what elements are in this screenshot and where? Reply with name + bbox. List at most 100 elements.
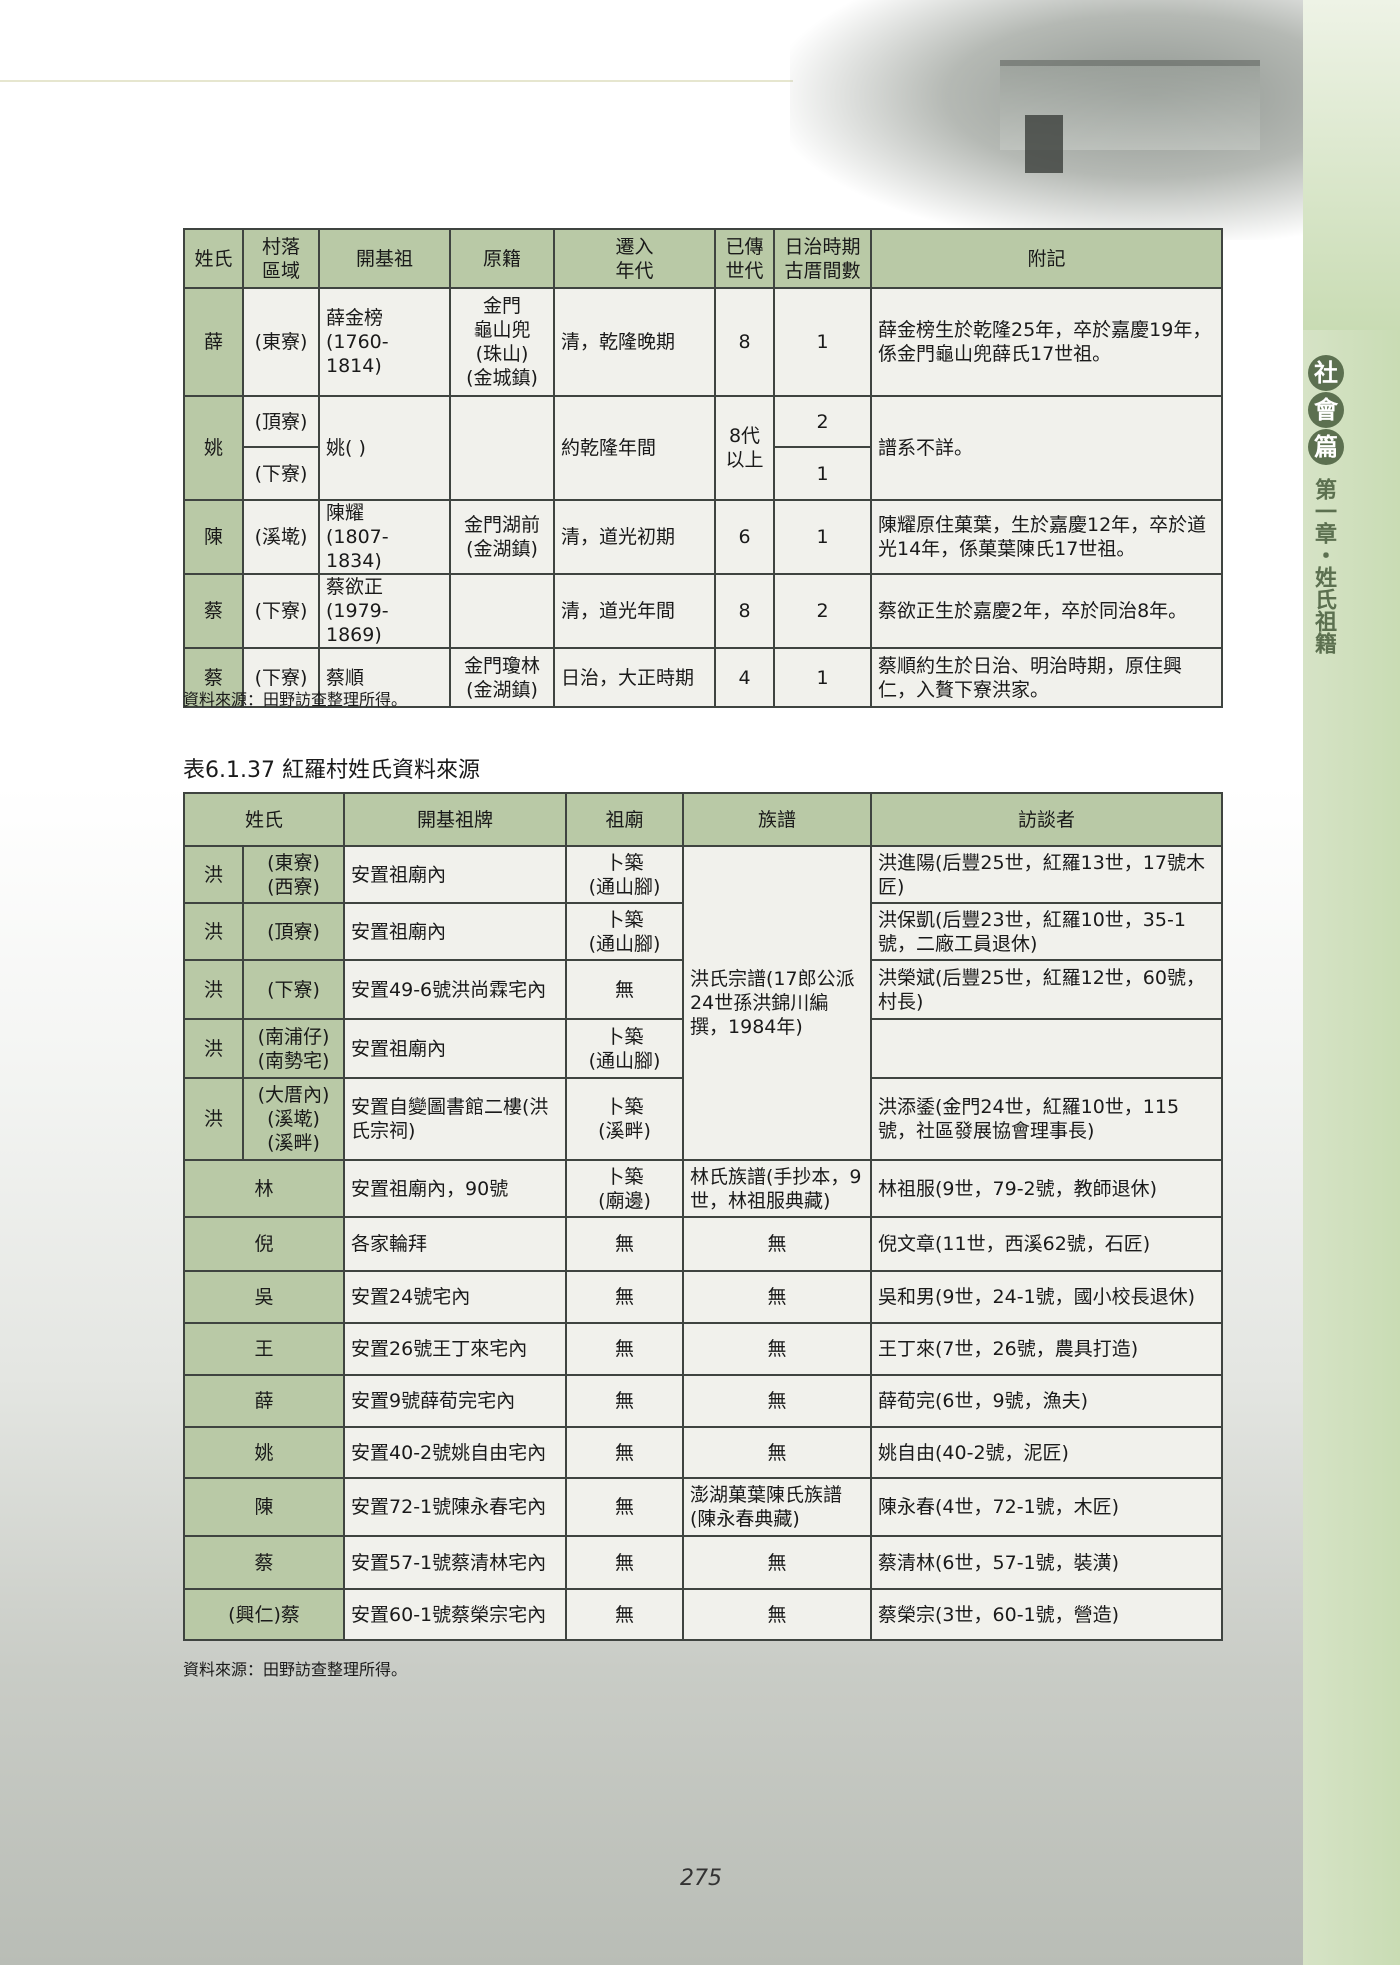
founder-cell: 蔡順 — [318, 647, 451, 708]
surname-cell: 王 — [182, 1322, 346, 1376]
interviewee-cell: 洪進陽(后豐25世，紅羅13世，17號木匠) — [870, 845, 1224, 904]
column-header: 村落 區域 — [242, 228, 320, 289]
table-row: 洪 (南浦仔) (南勢宅) 安置祖廟內 卜築 (通山腳) — [183, 1018, 1224, 1079]
temple-cell: 卜築 (廟邊) — [565, 1159, 685, 1218]
column-header: 附記 — [870, 228, 1223, 289]
area-cell: (東寮) — [242, 287, 320, 397]
genealogy-cell: 無 — [682, 1535, 873, 1590]
surname-cell: 洪 — [183, 1018, 244, 1079]
table-header-row: 姓氏 開基祖牌 祖廟 族譜 訪談者 — [182, 792, 1224, 847]
origin-cell: 金門湖前 (金湖鎮) — [449, 499, 555, 575]
surname-cell: 姚 — [183, 395, 244, 501]
interviewee-cell: 洪保凱(后豐23世，紅羅10世，35-1號，二廠工員退休) — [870, 902, 1224, 961]
origin-cell: 金門 龜山兜 (珠山) (金城鎮) — [449, 287, 555, 397]
surname-cell: 洪 — [183, 845, 244, 904]
table-row: 薛 (東寮) 薛金榜 (1760-1814) 金門 龜山兜 (珠山) (金城鎮)… — [183, 287, 1223, 397]
table1-source: 資料來源：田野訪查整理所得。 — [183, 690, 408, 709]
interviewee-cell: 洪添鋈(金門24世，紅羅10世，115號，社區發展協會理事長) — [870, 1077, 1224, 1161]
tablet-cell: 安置57-1號蔡清林宅內 — [343, 1535, 568, 1590]
founder-cell: 姚( ) — [318, 395, 451, 501]
tablet-cell: 安置72-1號陳永春宅內 — [343, 1477, 568, 1537]
interviewee-cell: 王丁來(7世，26號，農具打造) — [870, 1322, 1224, 1376]
surname-cell: 陳 — [183, 499, 244, 575]
table-row: 姚 (頂寮) 姚( ) 約乾隆年間 8代 以上 2 譜系不詳。 — [183, 395, 1223, 501]
houses-cell: 1 — [773, 647, 872, 708]
houses-cell: 2 — [773, 573, 872, 649]
surname-cell: 蔡 — [182, 1535, 346, 1590]
table-row: 蔡安置57-1號蔡清林宅內無無蔡清林(6世，57-1號，裝潢) — [182, 1535, 1224, 1590]
era-cell: 清，道光初期 — [553, 499, 716, 575]
origin-cell — [449, 395, 555, 501]
genealogy-cell: 無 — [682, 1426, 873, 1479]
generation-cell: 8代 以上 — [714, 395, 775, 501]
genealogy-cell: 無 — [682, 1374, 873, 1428]
column-header: 日治時期 古厝間數 — [773, 228, 872, 289]
note-cell: 薛金榜生於乾隆25年，卒於嘉慶19年，係金門龜山兜薛氏17世祖。 — [870, 287, 1223, 397]
area-cell: (南浦仔) (南勢宅) — [241, 1018, 346, 1079]
column-header: 姓氏 — [183, 228, 244, 289]
table-row: 陳 (溪墘) 陳耀 (1807-1834) 金門湖前 (金湖鎮) 清，道光初期 … — [183, 499, 1223, 575]
temple-cell: 卜築 (溪畔) — [565, 1077, 685, 1161]
genealogy-cell: 無 — [682, 1322, 873, 1376]
table2-source: 資料來源：田野訪查整理所得。 — [183, 1660, 408, 1679]
surname-source-table: 姓氏 開基祖牌 祖廟 族譜 訪談者 洪 (東寮) (西寮) 安置祖廟內 卜築 (通山腳… — [182, 792, 1224, 1641]
table-row: 薛安置9號薛荀完宅內無無薛荀完(6世，9號，漁夫) — [182, 1374, 1224, 1428]
note-cell: 陳耀原住菓葉，生於嘉慶12年，卒於道光14年，係菓葉陳氏17世祖。 — [870, 499, 1223, 575]
temple-cell: 卜築 (通山腳) — [565, 902, 685, 961]
surname-cell: 吳 — [182, 1270, 346, 1324]
era-cell: 清，乾隆晚期 — [553, 287, 716, 397]
table-row: 林安置祖廟內，90號 卜築 (廟邊) 林氏族譜(手抄本，9世，林祖服典藏) 林祖服(9… — [182, 1159, 1224, 1218]
column-header: 祖廟 — [565, 792, 685, 847]
houses-cell: 1 — [773, 287, 872, 397]
temple-cell: 無 — [565, 1270, 685, 1324]
column-header: 已傳 世代 — [714, 228, 775, 289]
interviewee-cell: 姚自由(40-2號，泥匠) — [870, 1426, 1224, 1479]
generation-cell: 8 — [714, 287, 775, 397]
genealogy-cell: 無 — [682, 1270, 873, 1324]
interviewee-cell: 蔡榮宗(3世，60-1號，營造) — [870, 1588, 1224, 1641]
surname-cell: 洪 — [183, 902, 244, 961]
note-cell: 蔡欲正生於嘉慶2年，卒於同治8年。 — [870, 573, 1223, 649]
section-badge: 篇 — [1308, 429, 1344, 465]
tablet-cell: 安置26號王丁來宅內 — [343, 1322, 568, 1376]
header-photo-door — [1025, 115, 1063, 173]
surname-cell: 蔡 — [183, 647, 244, 708]
temple-cell: 無 — [565, 1374, 685, 1428]
column-header: 原籍 — [449, 228, 555, 289]
temple-cell: 無 — [565, 1588, 685, 1641]
tablet-cell: 安置祖廟內 — [343, 845, 568, 904]
interviewee-cell: 倪文章(11世，西溪62號，石匠) — [870, 1216, 1224, 1272]
surname-cell: 洪 — [183, 959, 244, 1020]
surname-cell: 薛 — [182, 1374, 346, 1428]
surname-cell: (興仁)蔡 — [182, 1588, 346, 1641]
genealogy-cell: 無 — [682, 1216, 873, 1272]
tablet-cell: 各家輪拜 — [343, 1216, 568, 1272]
table-row: 蔡 (下寮) 蔡欲正 (1979-1869) 清，道光年間 8 2 蔡欲正生於嘉… — [183, 573, 1223, 649]
houses-cell: 1 — [773, 499, 872, 575]
generation-cell: 8 — [714, 573, 775, 649]
area-cell: (下寮) — [242, 446, 320, 501]
area-cell: (東寮) (西寮) — [241, 845, 346, 904]
tablet-cell: 安置24號宅內 — [343, 1270, 568, 1324]
origin-cell: 金門瓊林 (金湖鎮) — [449, 647, 555, 708]
tablet-cell: 安置49-6號洪尚霖宅內 — [343, 959, 568, 1020]
surname-cell: 洪 — [183, 1077, 244, 1161]
surname-cell: 倪 — [182, 1216, 346, 1272]
side-band-top — [1303, 0, 1400, 330]
genealogy-cell: 林氏族譜(手抄本，9世，林祖服典藏) — [682, 1159, 873, 1218]
temple-cell: 無 — [565, 1426, 685, 1479]
surname-cell: 林 — [182, 1159, 346, 1218]
interviewee-cell: 陳永春(4世，72-1號，木匠) — [870, 1477, 1224, 1537]
table-row: 王安置26號王丁來宅內無無王丁來(7世，26號，農具打造) — [182, 1322, 1224, 1376]
table-row: (興仁)蔡 安置60-1號蔡榮宗宅內無無蔡榮宗(3世，60-1號，營造) — [182, 1588, 1224, 1641]
tablet-cell: 安置祖廟內 — [343, 902, 568, 961]
tablet-cell: 安置60-1號蔡榮宗宅內 — [343, 1588, 568, 1641]
area-cell: (下寮) — [241, 959, 346, 1020]
founder-cell: 蔡欲正 (1979-1869) — [318, 573, 451, 649]
interviewee-cell: 蔡清林(6世，57-1號，裝潢) — [870, 1535, 1224, 1590]
interviewee-cell — [870, 1018, 1224, 1079]
houses-cell: 2 — [773, 395, 872, 448]
section-badge: 社 — [1308, 355, 1344, 391]
note-cell: 蔡順約生於日治、明治時期，原住興仁，入贅下寮洪家。 — [870, 647, 1223, 708]
area-cell: (頂寮) — [241, 902, 346, 961]
